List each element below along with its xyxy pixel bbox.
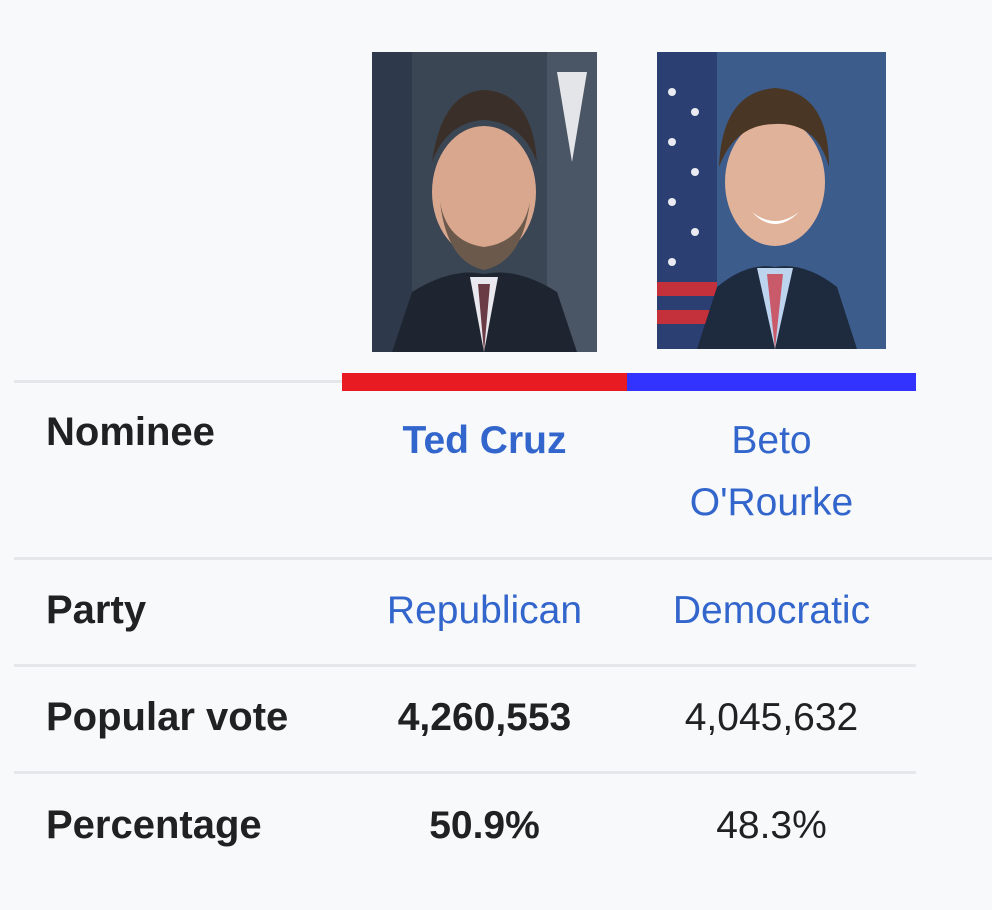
candidate-2-name-link[interactable]: Beto O'Rourke: [627, 410, 916, 534]
party-color-bar-democratic: [627, 373, 916, 391]
divider: [14, 664, 916, 667]
candidate-1-popular-vote: 4,260,553: [397, 696, 572, 739]
candidate-2-percentage: 48.3%: [716, 804, 827, 847]
divider: [14, 557, 992, 560]
party-label: Party: [46, 588, 147, 632]
candidate-2-popular-vote: 4,045,632: [684, 696, 859, 739]
person-portrait-icon: [657, 52, 886, 349]
party-color-bar-republican: [342, 373, 627, 391]
popular-vote-label: Popular vote: [46, 695, 289, 739]
divider: [14, 380, 342, 383]
candidate-2-party-link[interactable]: Democratic: [672, 589, 871, 632]
candidate-1-name-link[interactable]: Ted Cruz: [402, 419, 567, 462]
candidate-2-name-line-1[interactable]: Beto: [731, 419, 812, 462]
candidate-2-portrait[interactable]: [657, 52, 886, 349]
candidate-1-portrait[interactable]: [372, 52, 597, 352]
percentage-label: Percentage: [46, 803, 262, 847]
candidate-1-party-link[interactable]: Republican: [386, 589, 583, 632]
candidate-2-name-line-2[interactable]: O'Rourke: [689, 481, 854, 524]
divider: [14, 771, 916, 774]
person-portrait-icon: [372, 52, 597, 352]
nominee-label: Nominee: [46, 410, 215, 454]
candidate-1-percentage: 50.9%: [429, 804, 540, 847]
